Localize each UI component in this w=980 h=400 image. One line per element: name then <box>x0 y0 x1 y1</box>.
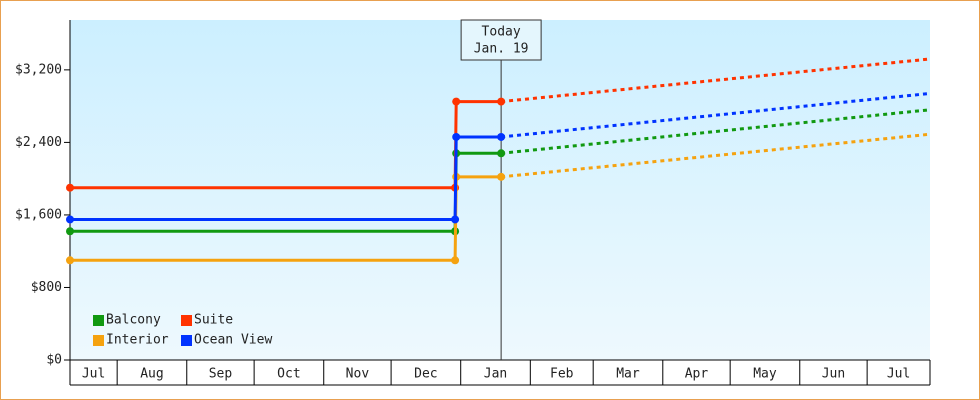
point <box>497 132 506 141</box>
x-tick-label: Mar <box>616 367 640 382</box>
point <box>452 132 461 141</box>
price-line <box>70 135 502 221</box>
legend-label: Ocean View <box>194 333 272 348</box>
x-tick-label: Jul <box>82 367 105 382</box>
legend-swatch <box>93 335 104 346</box>
legend-label: Balcony <box>106 313 161 328</box>
x-tick-label: May <box>753 367 777 382</box>
point <box>497 172 506 181</box>
x-tick-label: Oct <box>277 367 300 382</box>
plot-area <box>70 20 930 360</box>
x-tick-label: Jun <box>822 367 845 382</box>
today-box <box>460 19 542 61</box>
point <box>66 183 74 192</box>
point <box>451 256 460 265</box>
x-tick-label: Aug <box>140 367 163 382</box>
today-label: Jan. 19 <box>474 42 529 57</box>
y-tick-label: $800 <box>31 280 62 295</box>
legend-label: Interior <box>106 333 169 348</box>
y-tick-label: $3,200 <box>15 62 62 77</box>
today-label: Today <box>482 25 521 40</box>
point <box>451 215 460 224</box>
x-tick-label: Jan <box>484 367 507 382</box>
x-tick-label: Jul <box>887 367 910 382</box>
point <box>66 256 74 265</box>
y-tick-label: $0 <box>46 353 62 368</box>
legend-swatch <box>181 335 192 346</box>
x-tick-label: Feb <box>550 367 574 382</box>
point <box>497 149 506 158</box>
x-tick-label: Sep <box>209 367 233 382</box>
legend-swatch <box>93 315 104 326</box>
x-tick-label: Dec <box>414 367 437 382</box>
legend-label: Suite <box>194 313 233 328</box>
point <box>497 97 506 106</box>
y-tick-label: $1,600 <box>15 207 62 222</box>
legend-swatch <box>181 315 192 326</box>
point <box>66 227 74 236</box>
point <box>66 215 74 224</box>
point <box>452 97 461 106</box>
x-tick-label: Apr <box>685 367 709 382</box>
x-tick-label: Nov <box>346 367 370 382</box>
y-tick-label: $2,400 <box>15 135 62 150</box>
